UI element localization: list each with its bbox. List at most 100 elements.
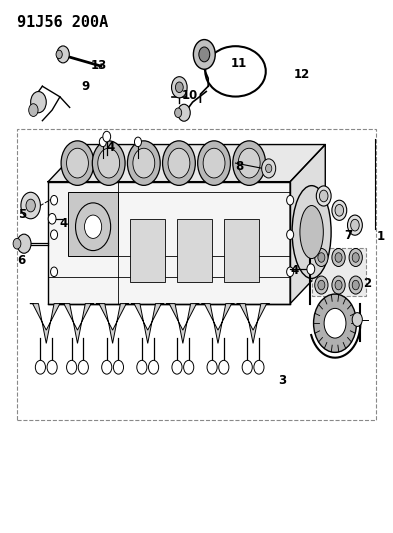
Text: 4: 4	[106, 141, 114, 154]
Circle shape	[78, 360, 88, 374]
Ellipse shape	[316, 186, 331, 206]
Circle shape	[61, 141, 94, 185]
Circle shape	[149, 360, 159, 374]
Ellipse shape	[335, 205, 343, 216]
Bar	[177, 219, 212, 282]
Polygon shape	[30, 304, 62, 343]
Circle shape	[56, 50, 62, 59]
Ellipse shape	[300, 206, 323, 259]
Circle shape	[318, 280, 325, 290]
Circle shape	[103, 131, 111, 142]
Circle shape	[48, 214, 56, 224]
Circle shape	[102, 360, 112, 374]
Circle shape	[134, 137, 141, 147]
Circle shape	[35, 360, 46, 374]
Circle shape	[266, 164, 272, 173]
Polygon shape	[48, 182, 290, 304]
Bar	[130, 219, 165, 282]
Text: 4: 4	[291, 264, 299, 277]
Circle shape	[21, 192, 40, 219]
Text: 5: 5	[18, 208, 26, 221]
Polygon shape	[290, 144, 325, 304]
Circle shape	[332, 276, 345, 294]
Circle shape	[203, 148, 225, 178]
Circle shape	[335, 253, 342, 262]
Text: 10: 10	[182, 89, 198, 102]
Ellipse shape	[351, 219, 359, 231]
Circle shape	[174, 108, 182, 117]
Circle shape	[31, 92, 46, 113]
Circle shape	[352, 313, 362, 326]
Circle shape	[332, 248, 345, 266]
Ellipse shape	[320, 190, 328, 202]
Circle shape	[318, 253, 325, 262]
Polygon shape	[312, 248, 366, 296]
Circle shape	[168, 148, 190, 178]
Polygon shape	[96, 304, 129, 343]
Circle shape	[199, 47, 210, 62]
Text: 7: 7	[344, 229, 352, 242]
Circle shape	[193, 39, 215, 69]
Circle shape	[262, 159, 276, 178]
Circle shape	[163, 141, 195, 185]
Circle shape	[175, 82, 183, 93]
Circle shape	[133, 148, 155, 178]
Circle shape	[352, 280, 359, 290]
Circle shape	[17, 234, 31, 253]
Circle shape	[92, 141, 125, 185]
Circle shape	[66, 148, 88, 178]
Circle shape	[57, 46, 69, 63]
Circle shape	[324, 309, 346, 338]
Polygon shape	[61, 304, 94, 343]
Circle shape	[315, 276, 328, 294]
Text: 9: 9	[82, 80, 90, 93]
Circle shape	[51, 196, 58, 205]
Polygon shape	[68, 192, 118, 256]
Circle shape	[233, 141, 266, 185]
Circle shape	[286, 196, 294, 205]
Circle shape	[29, 104, 38, 116]
Bar	[224, 219, 259, 282]
Ellipse shape	[292, 185, 331, 278]
Text: 6: 6	[17, 254, 25, 266]
Circle shape	[172, 360, 182, 374]
Polygon shape	[48, 144, 325, 182]
Polygon shape	[167, 304, 199, 343]
Circle shape	[349, 248, 362, 266]
Text: 2: 2	[364, 277, 372, 290]
Circle shape	[286, 230, 294, 239]
Text: 13: 13	[90, 59, 107, 71]
Circle shape	[254, 360, 264, 374]
Bar	[17, 128, 376, 420]
Circle shape	[99, 137, 107, 147]
Text: 91J56 200A: 91J56 200A	[17, 14, 108, 30]
Text: 1: 1	[377, 230, 385, 243]
Circle shape	[349, 276, 362, 294]
Circle shape	[13, 238, 21, 249]
Ellipse shape	[332, 200, 347, 220]
Circle shape	[51, 267, 58, 277]
Circle shape	[242, 360, 252, 374]
Circle shape	[238, 148, 260, 178]
Circle shape	[171, 77, 187, 98]
Circle shape	[315, 248, 328, 266]
Circle shape	[307, 264, 315, 274]
Polygon shape	[237, 304, 270, 343]
Circle shape	[114, 360, 123, 374]
Circle shape	[314, 294, 356, 352]
Circle shape	[178, 104, 190, 121]
Circle shape	[286, 267, 294, 277]
Text: 11: 11	[231, 57, 247, 70]
Circle shape	[184, 360, 194, 374]
Circle shape	[335, 280, 342, 290]
Circle shape	[84, 215, 102, 238]
Circle shape	[51, 230, 58, 239]
Text: 12: 12	[293, 68, 310, 81]
Polygon shape	[131, 304, 164, 343]
Circle shape	[75, 203, 111, 251]
Circle shape	[127, 141, 160, 185]
Circle shape	[219, 360, 229, 374]
Circle shape	[26, 199, 35, 212]
Circle shape	[352, 253, 359, 262]
Circle shape	[98, 148, 119, 178]
